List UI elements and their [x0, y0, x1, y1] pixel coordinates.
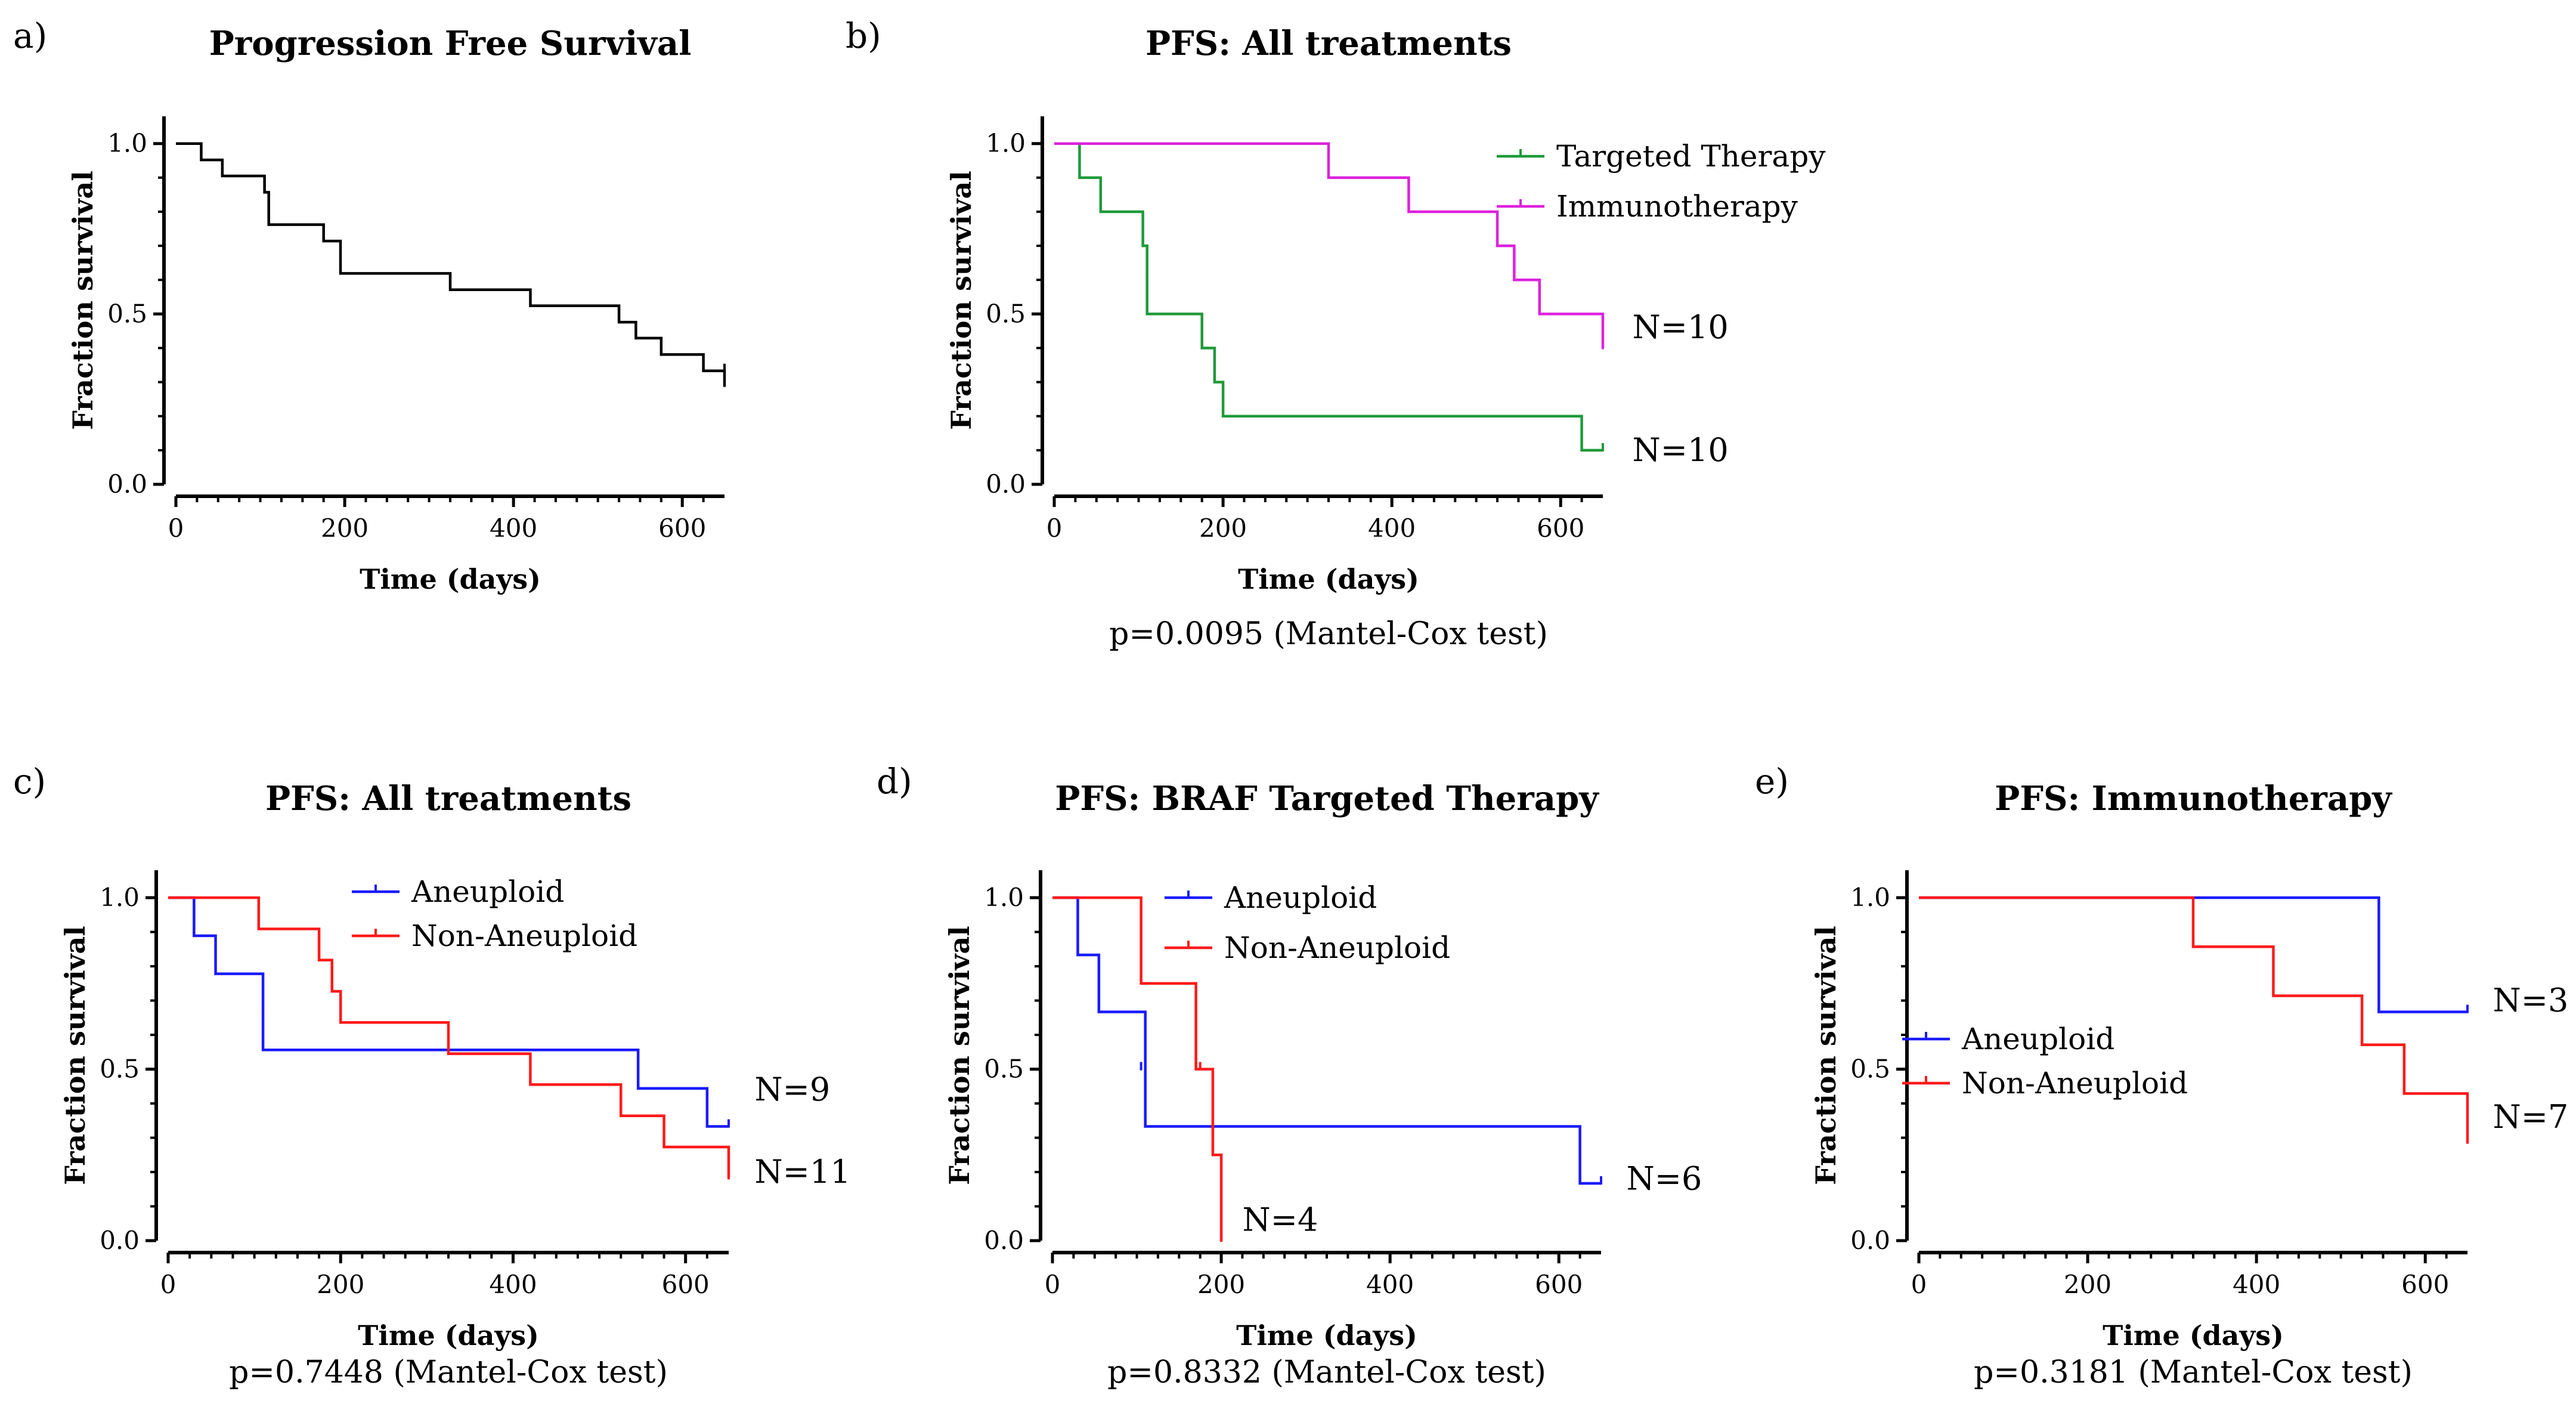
- km-series-aneuploid: [1052, 896, 1601, 1185]
- y-tick-label: 0.5: [986, 299, 1026, 328]
- x-tick-label: 0: [1046, 514, 1063, 543]
- n-label: N=3: [2493, 982, 2568, 1019]
- y-axis-label: Fraction survival: [945, 171, 977, 430]
- km-series-targeted-therapy: [1054, 142, 1603, 452]
- p-value-label: p=0.7448 (Mantel-Cox test): [229, 1355, 668, 1390]
- y-tick-label: 0.5: [1850, 1055, 1890, 1084]
- y-tick-label: 0.0: [107, 469, 147, 499]
- y-tick-label: 0.0: [986, 469, 1026, 499]
- chart-title: PFS: All treatments: [265, 779, 631, 818]
- y-axis-label: Fraction survival: [943, 926, 976, 1185]
- n-label: N=6: [1626, 1160, 1702, 1198]
- y-tick-label: 0.0: [100, 1226, 140, 1255]
- km-series-all: [176, 142, 726, 387]
- n-label: N=9: [754, 1071, 830, 1108]
- x-axis-label: Time (days): [1238, 563, 1419, 595]
- y-tick-label: 0.0: [984, 1226, 1024, 1255]
- x-tick-label: 200: [2064, 1270, 2111, 1299]
- legend-entry: Non-Aneuploid: [1224, 930, 1450, 965]
- p-value-label: p=0.8332 (Mantel-Cox test): [1107, 1355, 1546, 1390]
- n-label: N=4: [1242, 1201, 1318, 1239]
- legend-entry: Immunotherapy: [1556, 189, 1798, 224]
- legend-entry: Aneuploid: [411, 874, 564, 909]
- x-tick-label: 200: [1199, 514, 1247, 543]
- n-label: N=11: [754, 1153, 850, 1191]
- y-tick-label: 1.0: [1850, 883, 1890, 912]
- x-axis-label: Time (days): [2103, 1319, 2284, 1352]
- panel-b: b) PFS: All treatments 0.0 0.5 1.0 0 200 400 600…: [846, 16, 1826, 652]
- y-axis-label: Fraction survival: [59, 926, 91, 1185]
- p-value-label: p=0.0095 (Mantel-Cox test): [1109, 616, 1548, 652]
- km-series-non-aneuploid: [1919, 896, 2469, 1143]
- x-tick-label: 0: [1911, 1270, 1927, 1299]
- x-tick-label: 400: [2233, 1270, 2280, 1299]
- x-tick-label: 600: [1535, 1270, 1583, 1299]
- km-series-non-aneuploid: [168, 896, 730, 1179]
- x-axis-label: Time (days): [1236, 1319, 1417, 1352]
- x-tick-label: 400: [490, 514, 537, 543]
- x-tick-label: 200: [317, 1270, 364, 1299]
- legend-entry: Aneuploid: [1961, 1022, 2114, 1056]
- legend-entry: Non-Aneuploid: [1962, 1066, 2188, 1100]
- y-tick-label: 1.0: [100, 883, 140, 912]
- x-tick-label: 0: [168, 514, 184, 543]
- y-tick-label: 1.0: [984, 883, 1024, 912]
- x-tick-label: 400: [1368, 514, 1416, 543]
- x-axis-label: Time (days): [360, 563, 541, 595]
- x-tick-label: 0: [160, 1270, 177, 1299]
- panel-e: e) PFS: Immunotherapy 0.0 0.5 1.0 0 200 400 600 T…: [1755, 761, 2568, 1390]
- x-tick-label: 600: [658, 514, 706, 543]
- chart-title: Progression Free Survival: [209, 24, 692, 63]
- panel-d: d) PFS: BRAF Targeted Therapy 0.0 0.5 1.0 0 20…: [877, 761, 1702, 1390]
- chart-title: PFS: All treatments: [1145, 24, 1512, 63]
- x-tick-label: 600: [662, 1270, 710, 1299]
- x-tick-label: 200: [1197, 1270, 1245, 1299]
- n-label: N=10: [1633, 308, 1729, 346]
- y-tick-label: 1.0: [986, 129, 1026, 158]
- legend-entry: Aneuploid: [1224, 880, 1377, 915]
- x-tick-label: 400: [1366, 1270, 1414, 1299]
- panel-letter: e): [1755, 761, 1789, 802]
- x-axis-label: Time (days): [358, 1319, 539, 1352]
- chart-title: PFS: Immunotherapy: [1995, 779, 2392, 818]
- y-tick-label: 0.5: [984, 1055, 1024, 1084]
- x-tick-label: 200: [321, 514, 369, 543]
- y-axis-label: Fraction survival: [1810, 926, 1842, 1185]
- panel-letter: a): [13, 16, 47, 56]
- n-label: N=10: [1633, 431, 1729, 469]
- p-value-label: p=0.3181 (Mantel-Cox test): [1974, 1355, 2413, 1390]
- x-tick-label: 600: [2401, 1270, 2449, 1299]
- x-tick-label: 600: [1537, 514, 1584, 543]
- panel-a: a) Progression Free Survival 0.0 0.5 1.0 0 200…: [13, 16, 726, 595]
- legend-entry: Targeted Therapy: [1556, 139, 1826, 174]
- km-series-non-aneuploid: [1052, 896, 1223, 1241]
- y-tick-label: 0.0: [1850, 1226, 1890, 1255]
- y-tick-label: 1.0: [107, 129, 147, 158]
- y-tick-label: 0.5: [100, 1055, 140, 1084]
- n-label: N=7: [2493, 1098, 2568, 1136]
- chart-title: PFS: BRAF Targeted Therapy: [1055, 779, 1599, 818]
- y-tick-label: 0.5: [107, 299, 147, 328]
- x-tick-label: 400: [489, 1270, 537, 1299]
- x-tick-label: 0: [1045, 1270, 1061, 1299]
- panel-c: c) PFS: All treatments 0.0 0.5 1.0 0 200 400 600…: [13, 761, 851, 1390]
- panel-letter: d): [877, 761, 912, 802]
- y-axis-label: Fraction survival: [67, 171, 99, 430]
- panel-letter: c): [13, 761, 46, 802]
- legend-entry: Non-Aneuploid: [411, 919, 637, 953]
- panel-letter: b): [846, 16, 881, 56]
